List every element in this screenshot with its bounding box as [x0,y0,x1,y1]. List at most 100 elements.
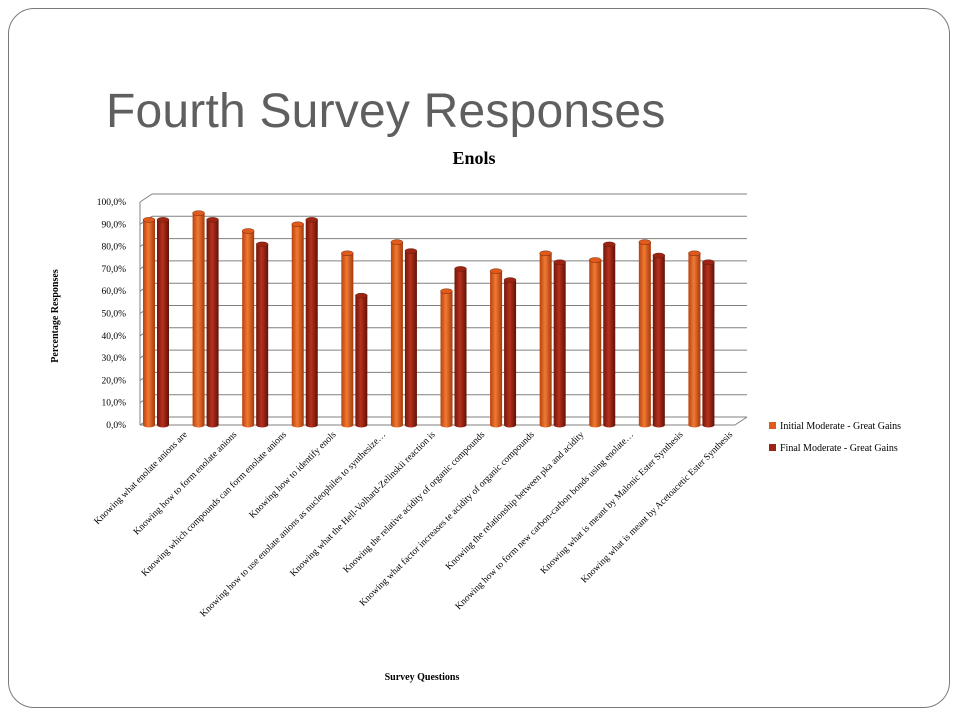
bar-body [652,255,665,425]
bar-top [206,217,219,223]
y-tick-label: 0,0% [106,421,126,431]
bar-top [390,239,404,245]
bar [454,266,467,428]
bar-body [341,253,354,425]
bar-top [291,221,304,228]
bar [589,257,602,428]
bar [206,217,219,428]
bar-top [241,228,255,234]
bar [440,288,453,428]
bar [503,277,517,428]
bar-base [404,422,417,428]
bar [255,241,269,428]
bar-top [355,292,368,299]
bar-body [702,262,715,425]
bar-body [390,242,403,425]
y-axis-ticks: 0,0% 10,0% 20,0% 30,0% 40,0% 50,0% 60,0% 70,0% 8… [97,198,126,431]
bar-base [192,422,205,428]
bar-base [539,422,552,428]
bar-body [440,291,453,425]
bar [489,268,503,428]
bars [142,210,715,428]
bar-body [638,242,651,425]
y-tick-label: 50,0% [101,310,126,320]
bar-base [589,422,602,428]
bar [390,239,404,428]
bar-base [143,422,155,428]
bar-top [156,217,170,223]
y-tick-label: 40,0% [101,332,126,342]
bar-body [256,244,269,425]
bar-body [157,219,169,425]
bar-base [603,422,616,428]
bar-top [255,241,269,248]
bar-top [589,257,602,263]
x-category-label: Knowing how to form new carbon-carbon bo… [453,429,636,612]
bar-body [305,219,318,425]
bar-top [688,250,701,256]
bar-base [652,422,665,428]
y-tick-label: 80,0% [101,243,126,253]
bar-base [355,422,368,428]
bar-base [504,422,517,428]
bar [355,292,368,428]
bar [305,217,318,428]
bar-base [454,422,467,428]
y-tick-label: 100,0% [97,198,126,208]
bar-base [305,422,318,428]
bar-body [242,230,255,425]
slide-title: Fourth Survey Responses [106,85,666,138]
bar-base [440,422,453,428]
bar-body [504,280,517,425]
bar-body [454,268,467,425]
bar-base [157,422,169,428]
x-category-label: Knowing how to use enolate anions as nuc… [199,430,388,619]
bar-top [603,241,616,248]
bar-top [404,248,418,254]
bar [638,239,652,428]
bar-top [341,250,354,256]
bar-top [553,259,566,265]
bar-base [341,422,354,428]
bar-top [539,250,552,256]
bar-base [242,422,255,428]
bar-base [688,422,701,428]
bar [156,217,170,428]
legend: Initial Moderate - Great Gains Final Mode… [769,421,901,454]
bar-top [489,268,503,274]
bar-base [390,422,403,428]
bar-body [688,253,701,425]
bar [192,210,205,428]
x-category-label: Knowing how to form enolate anions [131,429,239,537]
y-tick-label: 30,0% [101,354,126,364]
floor-edge [734,416,748,426]
bar-base [702,422,715,428]
chart-title: Enols [452,148,495,168]
bar-body [404,251,417,425]
bar-body [603,244,616,425]
bar-base [291,422,304,428]
bar-base [638,422,651,428]
bar-body [291,224,304,425]
bar-body [490,271,503,425]
y-tick-label: 20,0% [101,376,126,386]
bar-body [206,219,219,425]
bar-base [256,422,269,428]
legend-swatch [769,444,776,451]
bar [702,259,715,428]
bar-body [539,253,552,425]
y-tick-label: 70,0% [101,265,126,275]
bar-base [206,422,219,428]
bar-body [143,219,155,425]
bar [603,241,616,428]
bar-base [553,422,566,428]
bar-body [553,262,566,425]
gridline-side [139,193,153,203]
bar [241,228,255,428]
bar-body [355,295,368,425]
y-axis-title: Percentage Responses [50,269,61,363]
bar-top [652,252,666,259]
bar-base [490,422,503,428]
bar [341,250,354,428]
